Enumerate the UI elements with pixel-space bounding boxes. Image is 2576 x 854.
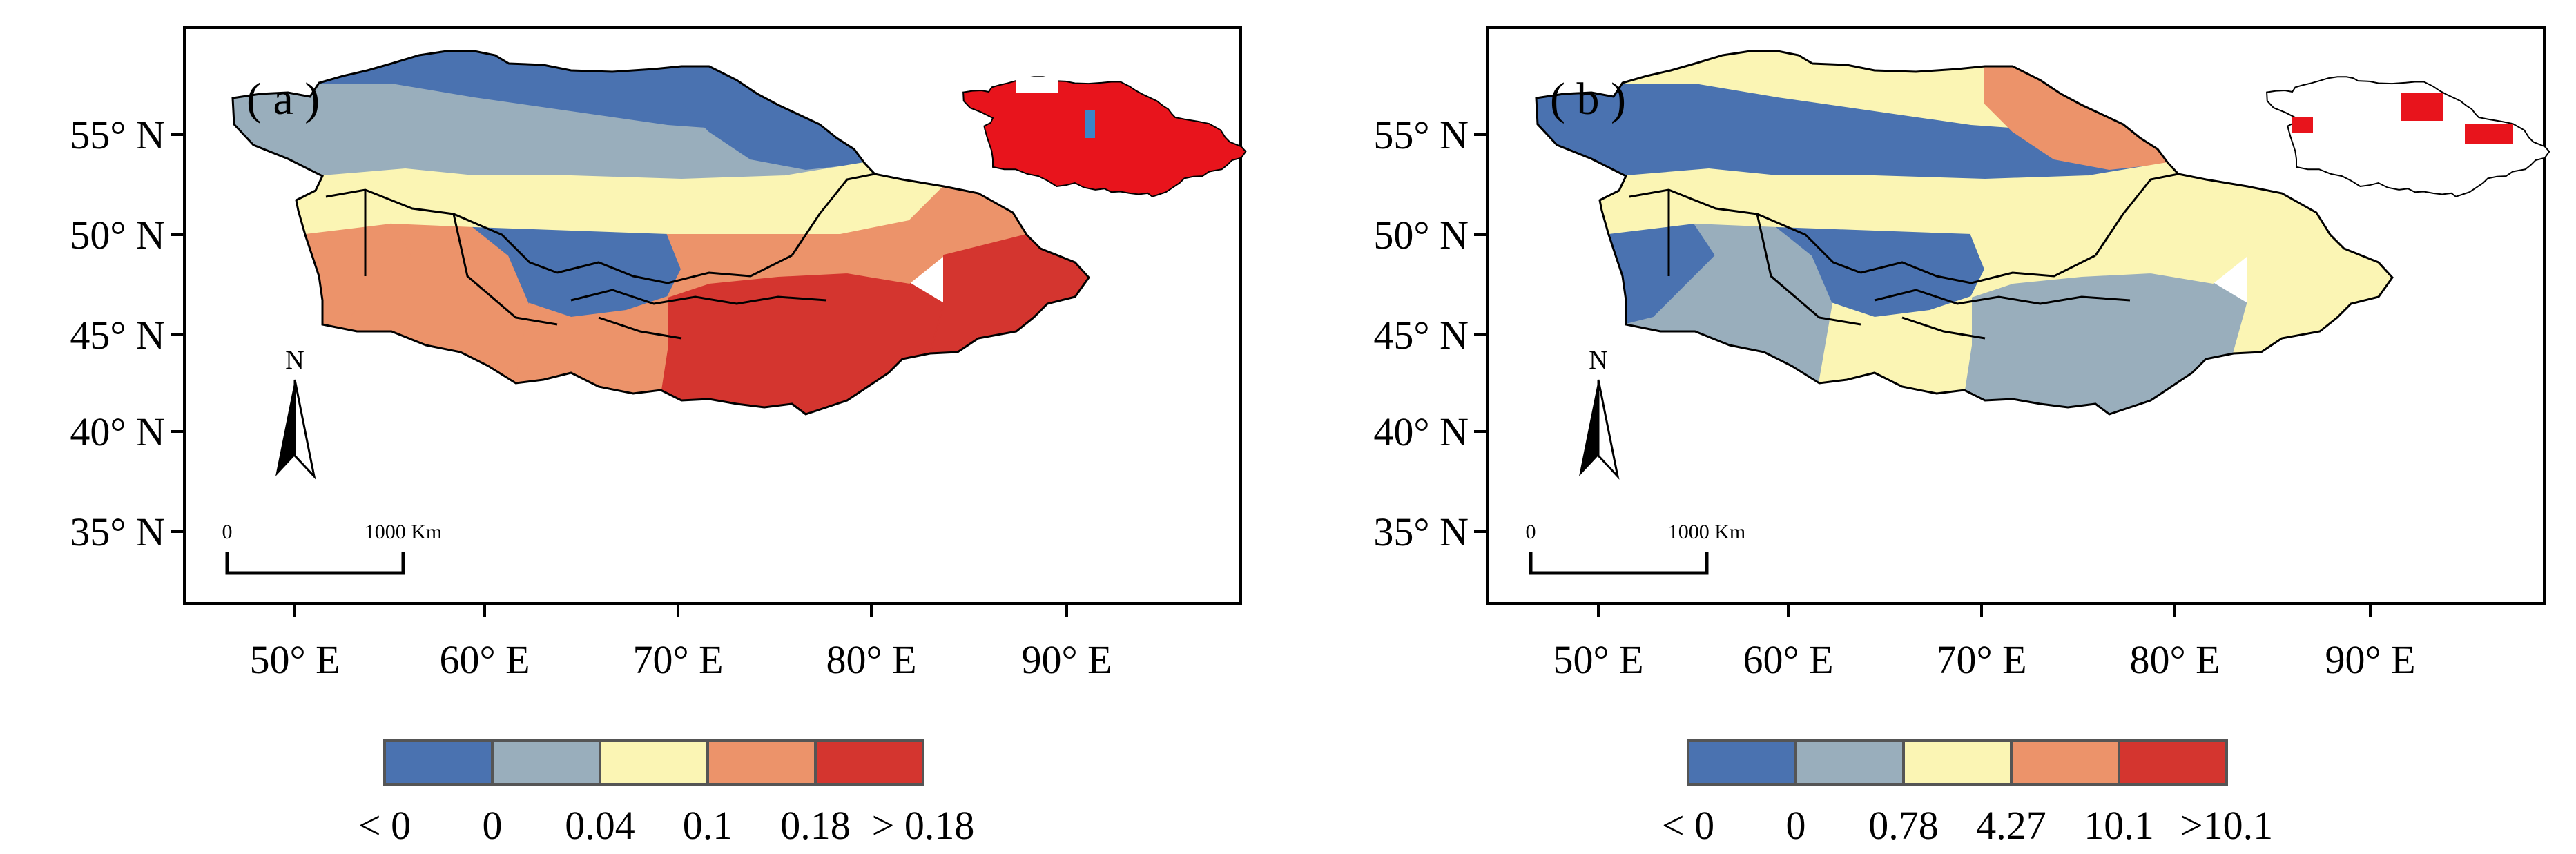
lat-label: 55° N — [70, 113, 165, 157]
legend-label: > 0.18 — [872, 803, 975, 848]
inset-map — [962, 76, 1247, 197]
legend-label: 0.78 — [1868, 803, 1939, 848]
lon-label: 70° E — [632, 637, 723, 682]
legend-swatch-3 — [1902, 739, 2013, 786]
country-border — [598, 316, 682, 340]
panel-b: ( b ) N 0 1000 Km 55° N 50° N 45° N 40° N 35° N 5… — [1373, 26, 2550, 848]
scale-bar-end: 1000 Km — [365, 521, 443, 543]
legend-swatch-3 — [599, 739, 709, 786]
country-border — [1901, 316, 1986, 340]
north-arrow-label: N — [285, 346, 304, 375]
lon-label: 50° E — [1553, 637, 1643, 682]
panel-label: ( b ) — [1550, 74, 1626, 124]
lat-label: 40° N — [70, 409, 165, 454]
country-border — [791, 173, 875, 256]
lon-label: 60° E — [1743, 637, 1833, 682]
lon-label: 80° E — [826, 637, 916, 682]
lon-label: 70° E — [1936, 637, 2026, 682]
north-arrow-icon — [1597, 379, 1620, 480]
north-arrow-icon — [293, 379, 316, 480]
legend-label: 0 — [483, 803, 503, 848]
country-border — [1756, 213, 1861, 326]
legend-label: 0.18 — [780, 803, 851, 848]
inset-red-patch — [2292, 117, 2313, 133]
legend-label: < 0 — [1662, 803, 1714, 848]
lat-label: 50° N — [1373, 213, 1469, 258]
legend-swatch-4 — [706, 739, 817, 786]
panel-a: ( a ) N 0 1000 Km 55° N 50° N 45° N 40° N 35° N 5… — [70, 26, 1247, 848]
inset-red-patch — [2401, 93, 2443, 121]
inset-white-patch — [1016, 77, 1058, 93]
legend-label: 10.1 — [2084, 803, 2154, 848]
country-border — [556, 254, 793, 284]
legend-label: 0.1 — [683, 803, 733, 848]
inset-map — [2266, 76, 2550, 197]
north-arrow-label: N — [1589, 346, 1607, 375]
legend-swatch-1 — [1687, 739, 1797, 786]
lon-label: 90° E — [2325, 637, 2415, 682]
north-arrow-icon — [1579, 380, 1598, 476]
region-outline — [1535, 50, 2394, 416]
legend-label: >10.1 — [2180, 803, 2273, 848]
legend-label: 0.04 — [565, 803, 635, 848]
lat-label: 35° N — [1373, 510, 1469, 554]
lat-label: 50° N — [70, 213, 165, 258]
lat-label: 40° N — [1373, 409, 1469, 454]
country-border — [1874, 289, 2131, 305]
lon-label: 80° E — [2129, 637, 2220, 682]
lon-label: 90° E — [1021, 637, 1112, 682]
inset-red-patch — [2465, 124, 2513, 144]
country-border — [452, 213, 558, 326]
lon-label: 50° E — [249, 637, 340, 682]
legend-swatch-1 — [383, 739, 494, 786]
legend-swatch-4 — [2010, 739, 2120, 786]
lat-label: 45° N — [1373, 313, 1469, 358]
north-arrow-icon — [275, 380, 295, 476]
country-border — [1860, 254, 2096, 284]
legend-swatch-2 — [491, 739, 601, 786]
legend-label: 4.27 — [1976, 803, 2046, 848]
inset-blue-patch — [1085, 110, 1095, 138]
country-border — [570, 289, 827, 305]
panel-label: ( a ) — [246, 74, 320, 124]
scale-bar — [1529, 552, 1709, 575]
scale-bar — [225, 552, 405, 575]
lat-label: 45° N — [70, 313, 165, 358]
legend-swatch-2 — [1794, 739, 1905, 786]
lat-label: 35° N — [70, 510, 165, 554]
lat-label: 55° N — [1373, 113, 1469, 157]
country-border — [2094, 173, 2179, 256]
scale-bar-end: 1000 Km — [1668, 521, 1746, 543]
legend-label: 0 — [1786, 803, 1806, 848]
lon-label: 60° E — [439, 637, 530, 682]
scale-bar-start: 0 — [222, 521, 233, 543]
region-outline — [231, 50, 1090, 416]
legend-label: < 0 — [358, 803, 411, 848]
region-fill — [1536, 51, 2392, 414]
scale-bar-start: 0 — [1526, 521, 1536, 543]
legend-swatch-5 — [2118, 739, 2228, 786]
legend-swatch-5 — [814, 739, 924, 786]
